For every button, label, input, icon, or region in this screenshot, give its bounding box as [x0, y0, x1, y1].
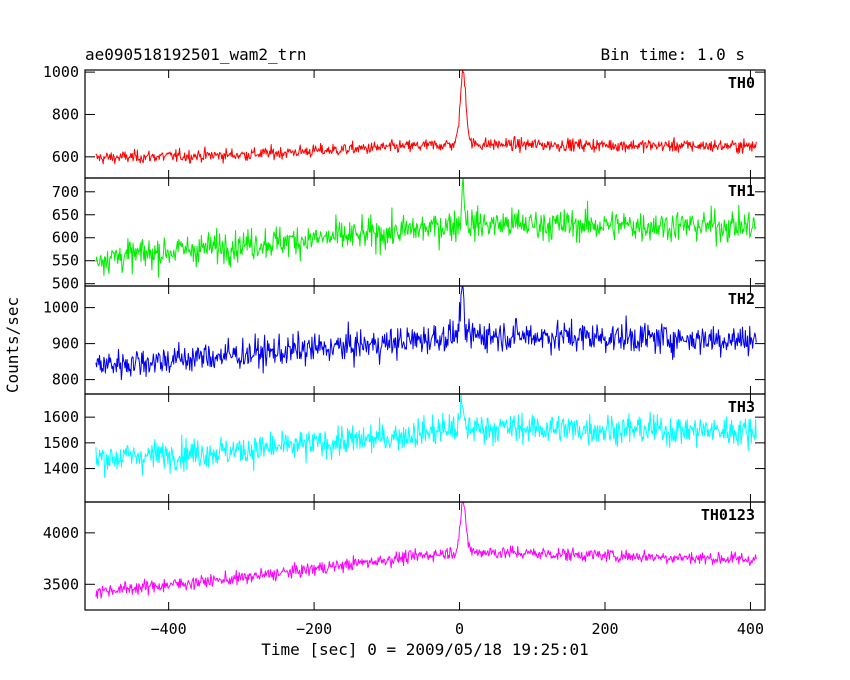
- panel-th0123: 3500 4000 TH0123: [43, 501, 766, 611]
- y-tick-label: 1000: [43, 63, 79, 81]
- x-tick-label: 0: [455, 620, 464, 638]
- y-tick-label: 1000: [43, 299, 79, 317]
- panel-th0: 600 800 1000 TH0: [43, 63, 766, 179]
- panel-label: TH2: [728, 290, 755, 308]
- y-tick-label: 500: [52, 275, 79, 293]
- panel-label: TH0: [728, 74, 755, 92]
- y-tick-label: 800: [52, 105, 79, 123]
- y-tick-label: 600: [52, 229, 79, 247]
- series-line-th0: [95, 70, 757, 165]
- x-tick-label: 400: [737, 620, 764, 638]
- panel-frame: [84, 393, 766, 503]
- series-line-th3: [95, 394, 757, 478]
- y-tick-label: 4000: [43, 524, 79, 542]
- y-tick-label: 800: [52, 371, 79, 389]
- y-tick-label: 1500: [43, 434, 79, 452]
- y-tick-label: 700: [52, 183, 79, 201]
- panel-label: TH0123: [701, 506, 755, 524]
- panels-group: 600 800 1000 TH0 500 550 600 650 700 TH1 800 900 100…: [43, 63, 766, 611]
- panel-th1: 500 550 600 650 700 TH1: [52, 177, 766, 293]
- y-tick-label: 3500: [43, 575, 79, 593]
- y-tick-label: 650: [52, 206, 79, 224]
- x-tick-label: −400: [151, 620, 187, 638]
- x-axis-label: Time [sec] 0 = 2009/05/18 19:25:01: [261, 640, 589, 659]
- series-line-th0123: [95, 502, 757, 599]
- panel-label: TH1: [728, 182, 755, 200]
- series-line-th1: [95, 178, 757, 278]
- y-axis-label: Counts/sec: [3, 297, 22, 393]
- panel-frame: [84, 501, 766, 611]
- y-tick-label: 1600: [43, 408, 79, 426]
- x-axis: −400 −200 0 200 400: [151, 620, 764, 638]
- chart-title-left: ae090518192501_wam2_trn: [85, 45, 307, 64]
- y-tick-label: 1400: [43, 460, 79, 478]
- panel-label: TH3: [728, 398, 755, 416]
- series-line-th2: [95, 286, 757, 381]
- x-tick-label: −200: [296, 620, 332, 638]
- panel-frame: [84, 69, 766, 179]
- y-tick-label: 900: [52, 335, 79, 353]
- panel-th3: 1400 1500 1600 TH3: [43, 393, 766, 503]
- panel-th2: 800 900 1000 TH2: [43, 285, 766, 395]
- y-tick-label: 600: [52, 148, 79, 166]
- y-tick-label: 550: [52, 252, 79, 270]
- x-tick-label: 200: [591, 620, 618, 638]
- chart-title-right: Bin time: 1.0 s: [601, 45, 746, 64]
